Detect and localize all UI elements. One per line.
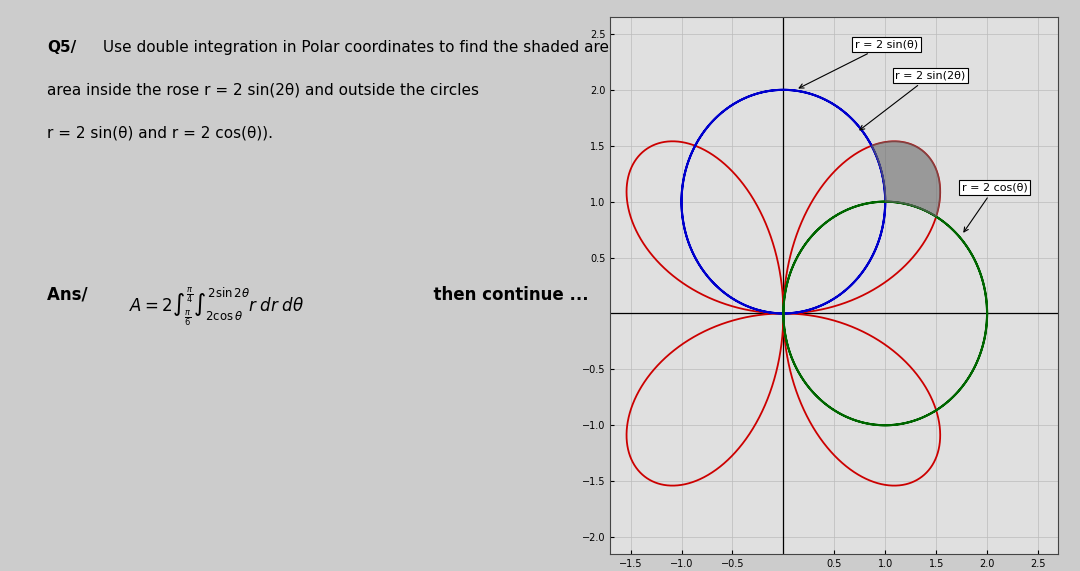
Text: r = 2 cos(θ): r = 2 cos(θ) — [961, 183, 1027, 232]
Text: area inside the rose r = 2 sin(2θ) and outside the circles: area inside the rose r = 2 sin(2θ) and o… — [48, 83, 480, 98]
Text: $A = 2\int_{\frac{\pi}{6}}^{\frac{\pi}{4}} \int_{2\cos\theta}^{2\sin2\theta} r\;: $A = 2\int_{\frac{\pi}{6}}^{\frac{\pi}{4… — [129, 286, 303, 328]
Text: Use double integration in Polar coordinates to find the shaded area in figure (t: Use double integration in Polar coordina… — [98, 40, 723, 55]
Text: r = 2 sin(θ): r = 2 sin(θ) — [799, 39, 918, 88]
Text: Ans/: Ans/ — [48, 286, 94, 304]
Text: then continue ...: then continue ... — [422, 286, 589, 304]
Text: Q5/: Q5/ — [48, 40, 77, 55]
Text: r = 2 sin(2θ): r = 2 sin(2θ) — [860, 71, 966, 130]
Polygon shape — [872, 141, 941, 216]
Text: r = 2 sin(θ) and r = 2 cos(θ)).: r = 2 sin(θ) and r = 2 cos(θ)). — [48, 126, 273, 140]
